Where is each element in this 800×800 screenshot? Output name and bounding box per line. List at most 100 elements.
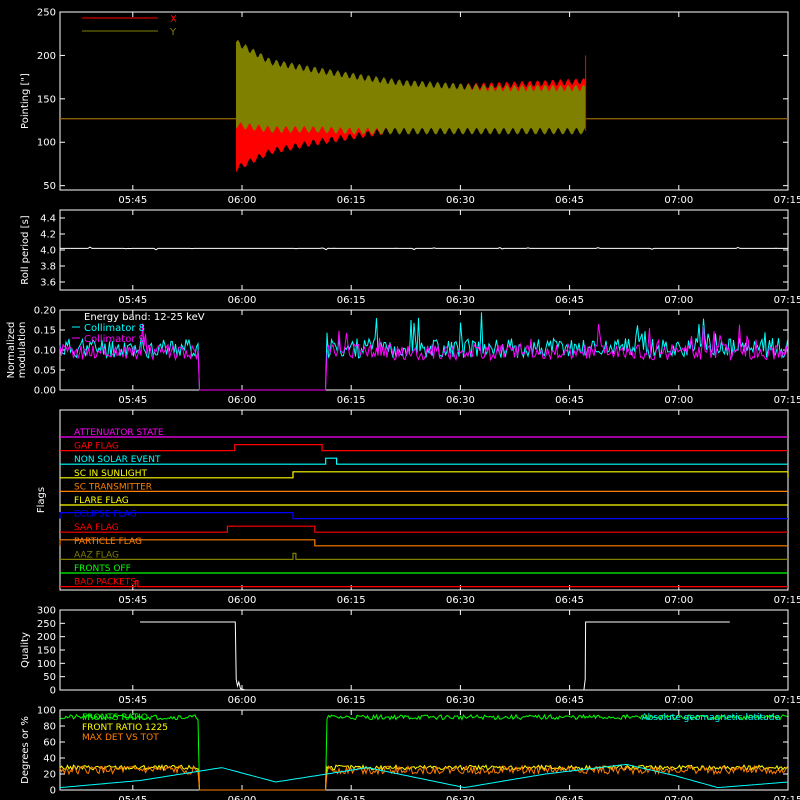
fronts-xtick-label: 06:15 — [337, 795, 366, 800]
fronts-ylabel: Degrees or % — [20, 716, 31, 784]
pointing-legend-label: Y — [169, 27, 177, 38]
fronts-latitude-line — [59, 763, 789, 789]
flags-xtick-label: 06:00 — [228, 595, 257, 606]
fronts-series-0 — [59, 713, 788, 791]
modulation-xtick-label: 06:00 — [228, 395, 257, 406]
pointing-xtick-label: 06:45 — [555, 195, 584, 206]
roll-frame — [59, 209, 789, 291]
pointing-xtick-label: 05:45 — [118, 195, 147, 206]
flag-line-aaz-flag — [60, 552, 788, 560]
flag-label: PARTICLE FLAG — [74, 537, 142, 547]
flags-ylabel: Flags — [36, 487, 47, 513]
flags-xtick-label: 07:15 — [774, 595, 800, 606]
quality-ytick-label: 250 — [37, 619, 56, 630]
fronts-ytick-label: 0 — [50, 786, 56, 797]
fronts-annotation: Absolute geomagnetic latitude — [641, 713, 780, 723]
flags-xtick-label: 06:45 — [555, 595, 584, 606]
pointing-xtick-label: 07:00 — [664, 195, 693, 206]
flag-label: AAZ FLAG — [74, 550, 119, 560]
flags-xtick-label: 06:15 — [337, 595, 366, 606]
modulation-series-1 — [59, 323, 788, 391]
roll-xtick-label: 07:15 — [774, 295, 800, 306]
modulation-annotation: Energy band: 12-25 keV — [84, 312, 205, 323]
quality-ylabel: Quality — [20, 632, 31, 668]
quality-xtick-label: 06:00 — [228, 695, 257, 706]
modulation-series-0 — [59, 312, 788, 391]
fronts-legend-label: FRONT RATIO 1225 — [82, 723, 168, 733]
quality-ytick-label: 300 — [37, 606, 56, 617]
fronts-ratio-panel: 05:45 06:00 06:15 06:30 06:45 07:00 07:15 0 20 40… — [20, 706, 800, 800]
modulation-ytick-label: 0.05 — [34, 366, 56, 377]
flag-label: BAD PACKETS — [74, 578, 136, 588]
fronts-ytick-label: 20 — [43, 770, 56, 781]
modulation-xtick-label: 06:15 — [337, 395, 366, 406]
pointing-ytick-label: 250 — [37, 8, 56, 19]
roll-ytick-label: 4.0 — [40, 246, 56, 257]
roll-xtick-label: 06:45 — [555, 295, 584, 306]
pointing-ytick-label: 50 — [43, 181, 56, 192]
flag-line-non-solar-event — [60, 457, 788, 465]
roll-ytick-label: 4.4 — [40, 214, 56, 225]
flag-label: FLARE FLAG — [74, 496, 129, 506]
roll-ylabel: Roll period [s] — [20, 215, 31, 284]
fronts-ytick-label: 100 — [37, 706, 56, 717]
roll-xtick-label: 06:15 — [337, 295, 366, 306]
flag-label: ECLIPSE FLAG — [74, 510, 137, 520]
modulation-xtick-label: 06:30 — [446, 395, 475, 406]
roll-xtick-label: 06:30 — [446, 295, 475, 306]
modulation-xtick-label: 06:45 — [555, 395, 584, 406]
pointing-frame — [59, 11, 789, 191]
modulation-xtick-label: 07:15 — [774, 395, 800, 406]
fronts-ytick-label: 60 — [43, 738, 56, 749]
quality-xtick-label: 06:45 — [555, 695, 584, 706]
pointing-ytick-label: 150 — [37, 94, 56, 105]
pointing-ytick-label: 100 — [37, 138, 56, 149]
pointing-ylabel: Pointing ["] — [20, 73, 31, 129]
flag-line-saa-flag — [60, 525, 788, 533]
flags-panel: 05:45 06:00 06:15 06:30 06:45 07:00 07:15 Flags… — [36, 409, 800, 606]
roll-ytick-label: 3.8 — [40, 262, 56, 273]
flag-line-eclipse-flag — [59, 512, 788, 520]
flag-line-bad-packets — [60, 580, 788, 588]
modulation-legend-label: Collimator 9 — [84, 334, 145, 345]
quality-panel: 05:45 06:00 06:15 06:30 06:45 07:00 07:15 0 50 10… — [20, 606, 800, 707]
flag-label: SAA FLAG — [74, 523, 119, 533]
modulation-ytick-label: 0.10 — [34, 346, 56, 357]
flag-label: FRONTS OFF — [74, 564, 131, 574]
flag-line-sc-in-sunlight — [60, 471, 789, 479]
fronts-series-2 — [59, 764, 788, 791]
modulation-panel: 05:45 06:00 06:15 06:30 06:45 07:00 07:15 0.00 0… — [6, 306, 800, 407]
roll-period-panel: 05:45 06:00 06:15 06:30 06:45 07:00 07:15 3.6 3.… — [20, 209, 800, 306]
roll-xtick-label: 06:00 — [228, 295, 257, 306]
flags-xtick-label: 07:00 — [664, 595, 693, 606]
fronts-xtick-label: 07:00 — [664, 795, 693, 800]
fronts-xtick-label: 06:30 — [446, 795, 475, 800]
modulation-xtick-label: 07:00 — [664, 395, 693, 406]
quality-ytick-label: 0 — [50, 686, 56, 697]
quality-xtick-label: 07:15 — [774, 695, 800, 706]
fronts-ytick-label: 80 — [43, 722, 56, 733]
flag-label: GAP FLAG — [74, 442, 119, 452]
quality-ytick-label: 150 — [37, 646, 56, 657]
roll-line — [60, 246, 788, 251]
roll-ytick-label: 3.6 — [40, 278, 56, 289]
flags-xtick-label: 06:30 — [446, 595, 475, 606]
fronts-ytick-label: 40 — [43, 754, 56, 765]
flag-label: ATTENUATOR STATE — [74, 428, 164, 438]
pointing-xtick-label: 06:30 — [446, 195, 475, 206]
fronts-xtick-label: 06:00 — [228, 795, 257, 800]
fronts-xtick-label: 06:45 — [555, 795, 584, 800]
fronts-legend-label: FRONTS RATIO — [82, 713, 148, 723]
quality-ytick-label: 200 — [37, 632, 56, 643]
modulation-ytick-label: 0.15 — [34, 326, 56, 337]
pointing-panel: 05:45 06:00 06:15 06:30 06:45 07:00 07:15 50 100… — [20, 8, 800, 207]
fronts-series-1 — [59, 764, 788, 791]
pointing-xtick-label: 06:15 — [337, 195, 366, 206]
flag-line-particle-flag — [59, 539, 788, 547]
quality-xtick-label: 06:15 — [337, 695, 366, 706]
flag-line-gap-flag — [60, 444, 788, 452]
flags-frame — [59, 409, 789, 591]
quality-line — [140, 621, 730, 691]
fronts-xtick-label: 05:45 — [118, 795, 147, 800]
pointing-legend-label: X — [170, 14, 177, 25]
